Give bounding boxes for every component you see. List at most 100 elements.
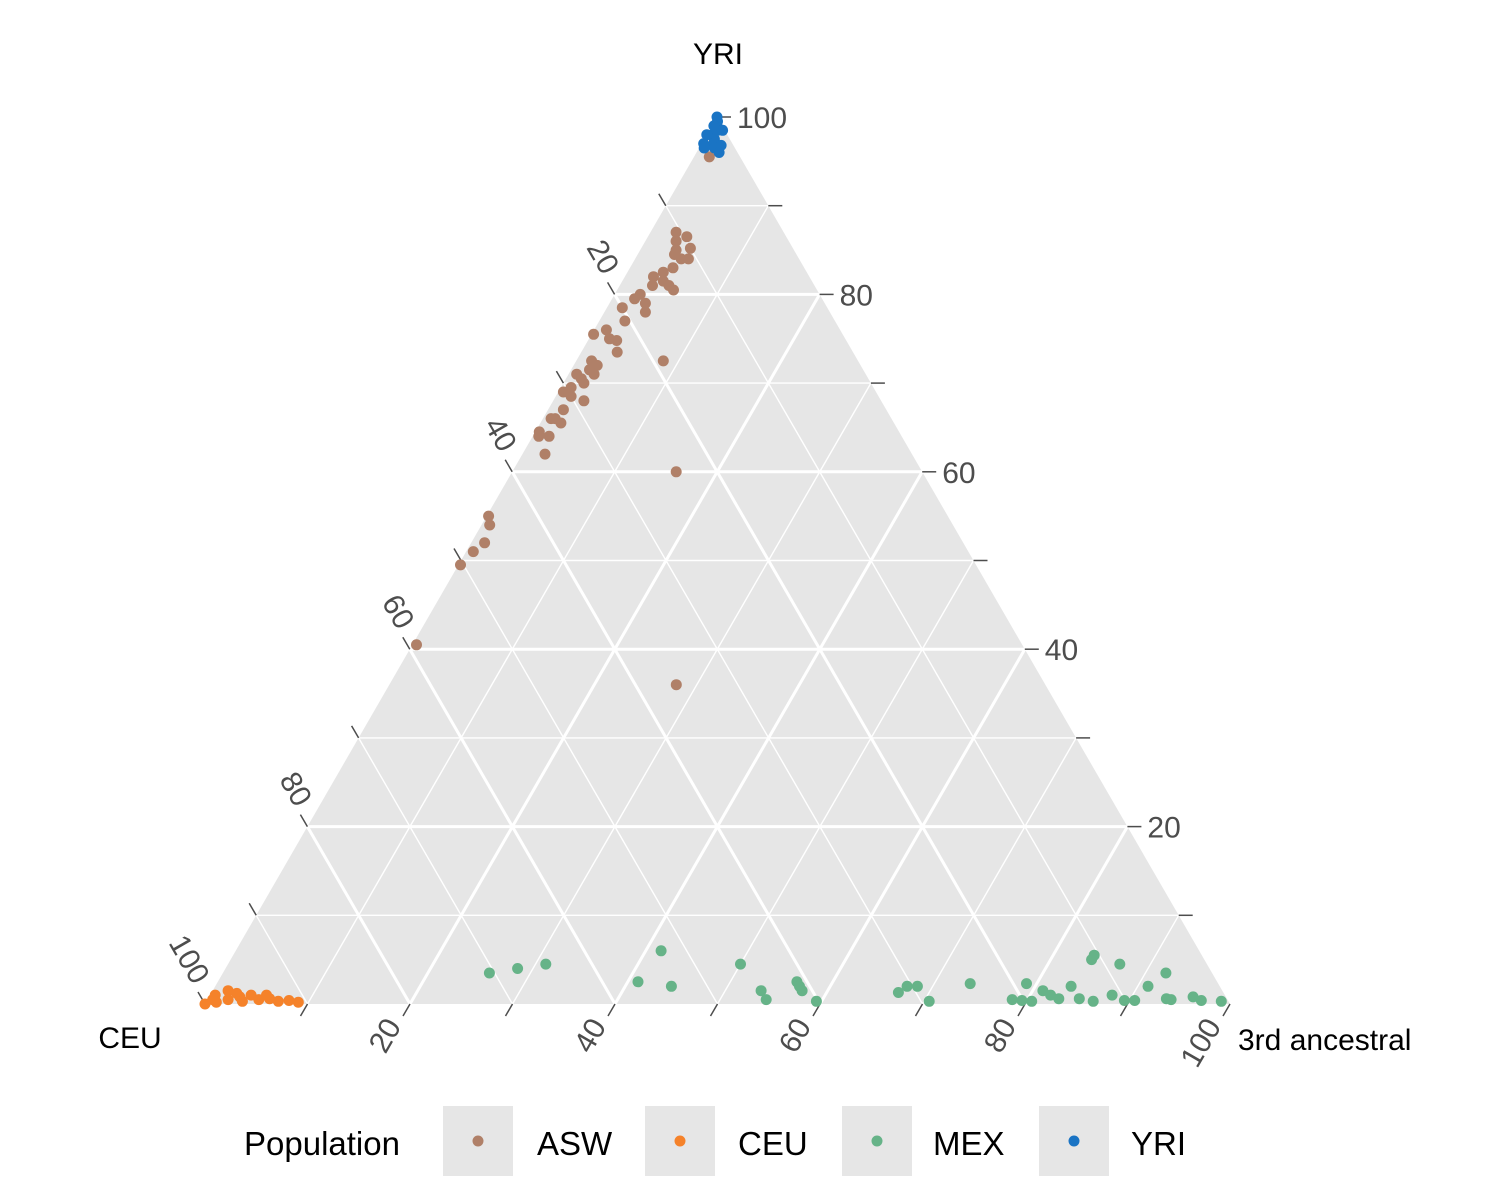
- point-mex-33: [1129, 995, 1141, 1006]
- point-asw-53: [670, 466, 682, 478]
- gridline-ceu-60: [408, 648, 617, 1005]
- point-mex-2: [540, 958, 552, 970]
- point-asw-54: [670, 679, 682, 691]
- point-ceu-14: [236, 995, 248, 1007]
- tick-bottom-100: [1222, 1003, 1231, 1017]
- series-mex: [483, 945, 1227, 1007]
- point-asw-18: [639, 297, 651, 309]
- point-yri-11: [717, 124, 729, 136]
- point-mex-6: [735, 958, 746, 970]
- gridline-ceu-90: [255, 914, 309, 1005]
- gridline-third-30: [511, 382, 872, 1005]
- legend-label-asw: ASW: [537, 1125, 613, 1162]
- point-asw-20: [639, 306, 651, 318]
- point-mex-3: [655, 945, 667, 957]
- point-mex-15: [911, 980, 923, 992]
- point-ceu-15: [210, 996, 222, 1008]
- point-mex-24: [1053, 993, 1065, 1005]
- point-mex-7: [755, 985, 767, 997]
- tick-bottom-90: [1119, 1003, 1129, 1017]
- legend: Population ASW CEU MEX YRI: [244, 1106, 1186, 1176]
- point-asw-15: [668, 284, 679, 296]
- tick-label-bottom-40: 40: [568, 1013, 613, 1058]
- tick-label-left-60: 60: [375, 589, 420, 634]
- point-yri-12: [708, 120, 720, 132]
- point-asw-33: [578, 377, 590, 389]
- tick-label-bottom-100: 100: [1174, 1013, 1228, 1073]
- gridline-third-80: [1023, 825, 1129, 1005]
- point-mex-11: [796, 985, 808, 997]
- point-asw-45: [543, 430, 555, 442]
- tick-bottom-40: [607, 1003, 616, 1017]
- point-asw-23: [600, 324, 612, 336]
- point-mex-40: [1215, 995, 1227, 1007]
- point-asw-19: [616, 302, 628, 314]
- tick-label-bottom-20: 20: [363, 1013, 408, 1058]
- tick-bottom-70: [914, 1003, 924, 1017]
- point-asw-42: [657, 355, 669, 367]
- gridline-ceu-30: [562, 382, 924, 1005]
- point-mex-37: [1165, 994, 1177, 1006]
- point-asw-9: [667, 262, 679, 274]
- point-mex-31: [1114, 958, 1126, 970]
- legend-title: Population: [244, 1125, 400, 1162]
- tick-label-bottom-60: 60: [773, 1013, 818, 1058]
- tick-left-50: [453, 548, 462, 561]
- tick-bottom-10: [299, 1003, 309, 1017]
- point-asw-52: [411, 639, 422, 651]
- tick-label-right-100: 100: [737, 102, 787, 135]
- gridline-third-90: [1126, 914, 1180, 1005]
- gridline-ceu-10: [665, 205, 1129, 1005]
- point-ceu-9: [272, 995, 284, 1007]
- point-mex-29: [1087, 995, 1099, 1007]
- legend-marker-mex: [871, 1135, 883, 1147]
- point-asw-11: [648, 271, 659, 283]
- point-mex-14: [892, 987, 904, 998]
- point-yri-8: [701, 129, 713, 141]
- series-yri: [698, 111, 729, 158]
- gridline-ceu-70: [357, 737, 514, 1005]
- gridline-third-60: [818, 648, 1027, 1005]
- point-asw-41: [555, 417, 567, 429]
- point-asw-36: [565, 390, 577, 402]
- point-yri-13: [713, 147, 725, 158]
- point-asw-46: [539, 448, 551, 460]
- point-mex-1: [512, 963, 524, 974]
- point-mex-4: [632, 976, 644, 988]
- tick-bottom-30: [504, 1003, 514, 1017]
- point-mex-27: [1086, 954, 1098, 966]
- point-asw-26: [611, 346, 623, 358]
- point-mex-8: [760, 994, 772, 1006]
- point-mex-23: [1045, 989, 1057, 1001]
- point-mex-21: [1026, 995, 1038, 1007]
- legend-marker-ceu: [674, 1135, 686, 1147]
- gridline-third-10: [306, 205, 769, 1005]
- gridline-ceu-80: [306, 825, 412, 1005]
- point-mex-12: [810, 995, 822, 1007]
- tick-left-90: [248, 902, 257, 916]
- point-asw-0: [703, 151, 715, 163]
- gridline-ceu-50: [460, 560, 719, 1005]
- point-asw-13: [647, 280, 658, 291]
- point-asw-1: [670, 226, 682, 238]
- point-mex-30: [1106, 989, 1118, 1001]
- point-asw-50: [467, 546, 479, 558]
- tick-left-70: [350, 725, 360, 739]
- tick-label-left-20: 20: [580, 234, 625, 279]
- point-mex-38: [1187, 991, 1199, 1003]
- tick-label-left-80: 80: [273, 767, 318, 812]
- axis-title-top: YRI: [693, 38, 743, 71]
- tick-left-20: [606, 282, 616, 295]
- point-mex-35: [1160, 967, 1172, 979]
- point-asw-44: [533, 430, 545, 442]
- point-asw-21: [619, 315, 631, 327]
- axis-ticks: [197, 116, 1231, 1017]
- tick-label-right-80: 80: [840, 279, 873, 312]
- point-mex-18: [1021, 978, 1032, 990]
- tick-left-80: [299, 814, 309, 827]
- tick-bottom-80: [1017, 1003, 1026, 1017]
- point-asw-31: [588, 368, 600, 380]
- point-mex-32: [1118, 995, 1130, 1006]
- point-mex-20: [1016, 995, 1028, 1006]
